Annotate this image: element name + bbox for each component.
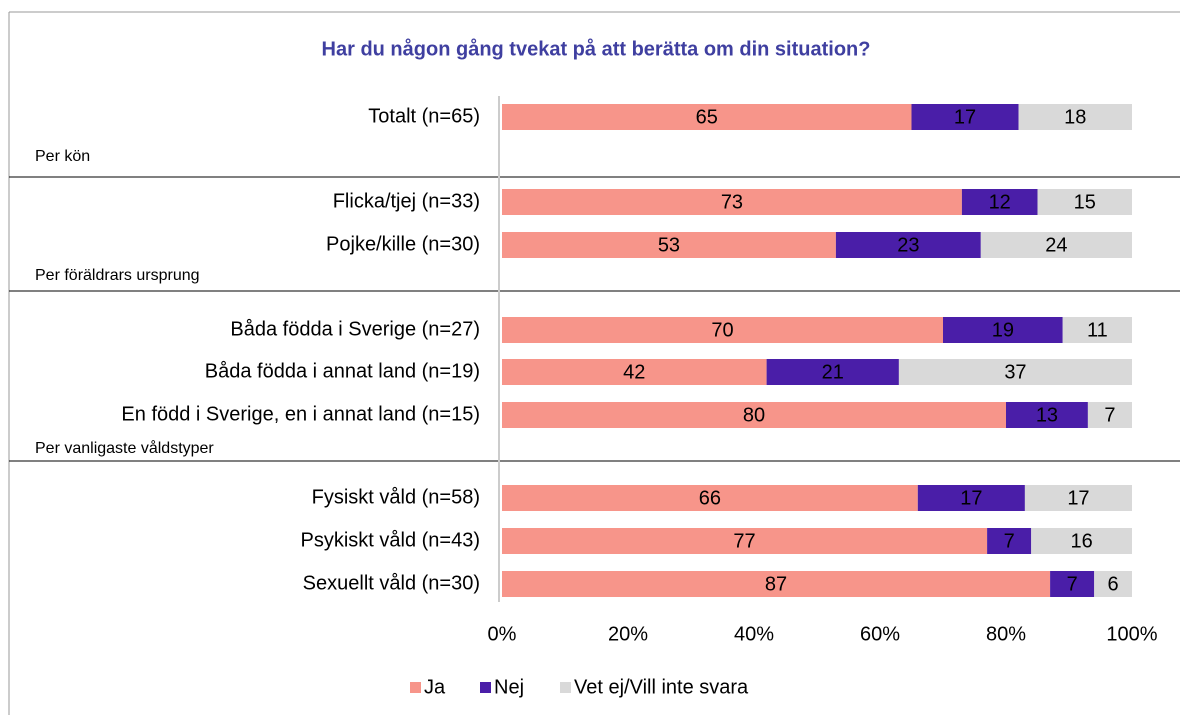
data-label: 11 xyxy=(1087,319,1108,341)
data-label: 73 xyxy=(721,191,743,213)
bar-segment xyxy=(766,359,899,385)
data-label: 18 xyxy=(1064,106,1086,128)
data-label: 42 xyxy=(623,361,645,383)
bar-segment xyxy=(502,232,836,258)
bar-segment xyxy=(1062,317,1132,343)
data-label: 19 xyxy=(992,319,1014,341)
group-label: Per kön xyxy=(35,148,90,165)
x-tick-label: 60% xyxy=(860,623,900,645)
x-tick-label: 0% xyxy=(488,623,517,645)
data-label: 24 xyxy=(1045,234,1067,256)
bar-segment xyxy=(1031,528,1132,554)
bar-segment xyxy=(835,232,981,258)
data-label: 87 xyxy=(765,573,787,595)
legend-swatch xyxy=(410,682,421,693)
bar-segment xyxy=(898,359,1132,385)
data-label: 17 xyxy=(954,106,976,128)
category-label: Sexuellt våld (n=30) xyxy=(303,572,480,594)
data-label: 66 xyxy=(699,487,721,509)
chart-title: Har du någon gång tvekat på att berätta … xyxy=(322,37,871,60)
data-label: 53 xyxy=(658,234,680,256)
bar-segment xyxy=(911,104,1019,130)
data-label: 12 xyxy=(989,191,1011,213)
data-label: 17 xyxy=(1067,487,1089,509)
x-tick-label: 100% xyxy=(1106,623,1157,645)
data-label: 23 xyxy=(897,234,919,256)
bar-segment xyxy=(961,189,1038,215)
data-label: 15 xyxy=(1074,191,1096,213)
bar-segment xyxy=(1037,189,1132,215)
data-label: 13 xyxy=(1036,404,1058,426)
group-label: Per föräldrars ursprung xyxy=(35,267,200,284)
bar-segment xyxy=(502,402,1006,428)
data-label: 7 xyxy=(1067,573,1078,595)
category-label: Totalt (n=65) xyxy=(368,105,480,127)
bar-segment xyxy=(1006,402,1088,428)
bar-segment xyxy=(1094,571,1132,597)
data-label: 77 xyxy=(733,530,755,552)
data-label: 17 xyxy=(960,487,982,509)
data-label: 7 xyxy=(1104,404,1115,426)
bar-segment xyxy=(987,528,1032,554)
legend-swatch xyxy=(560,682,571,693)
legend-label: Ja xyxy=(424,676,446,698)
legend-label: Vet ej/Vill inte svara xyxy=(574,676,749,698)
category-label: Båda födda i Sverige (n=27) xyxy=(230,318,480,340)
data-label: 6 xyxy=(1108,573,1119,595)
bar-segment xyxy=(1024,485,1132,511)
data-label: 65 xyxy=(696,106,718,128)
bar-segment xyxy=(980,232,1132,258)
bar-segment xyxy=(502,104,912,130)
bar-segment xyxy=(502,317,943,343)
data-label: 70 xyxy=(711,319,733,341)
x-tick-label: 20% xyxy=(608,623,648,645)
bar-segment xyxy=(1050,571,1095,597)
bar-segment xyxy=(943,317,1063,343)
category-label: Psykiskt våld (n=43) xyxy=(300,529,480,551)
bar-segment xyxy=(502,189,962,215)
bar-segment xyxy=(917,485,1025,511)
bar-segment xyxy=(502,571,1051,597)
x-tick-label: 80% xyxy=(986,623,1026,645)
group-label: Per vanligaste våldstyper xyxy=(35,439,214,457)
data-label: 7 xyxy=(1004,530,1015,552)
data-label: 37 xyxy=(1004,361,1026,383)
legend-label: Nej xyxy=(494,676,524,698)
data-label: 21 xyxy=(822,361,844,383)
category-label: Flicka/tjej (n=33) xyxy=(333,190,480,212)
category-label: Fysiskt våld (n=58) xyxy=(312,486,480,508)
x-tick-label: 40% xyxy=(734,623,774,645)
category-label: En född i Sverige, en i annat land (n=15… xyxy=(121,403,480,425)
bar-segment xyxy=(502,528,988,554)
category-label: Båda födda i annat land (n=19) xyxy=(205,360,480,382)
data-label: 80 xyxy=(743,404,765,426)
bar-segment xyxy=(1018,104,1132,130)
data-label: 16 xyxy=(1070,530,1092,552)
category-label: Pojke/kille (n=30) xyxy=(326,233,480,255)
bar-segment xyxy=(502,359,767,385)
bar-segment xyxy=(502,485,918,511)
bar-segment xyxy=(1087,402,1132,428)
legend-swatch xyxy=(480,682,491,693)
